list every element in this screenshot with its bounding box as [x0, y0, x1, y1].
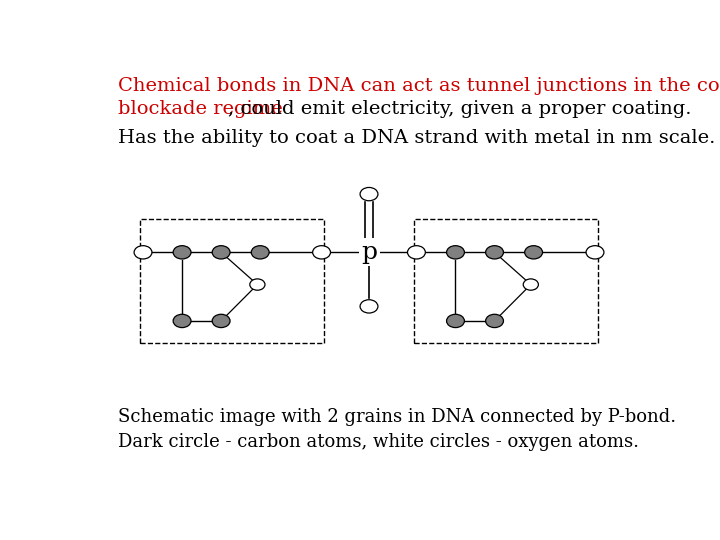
Circle shape	[173, 246, 191, 259]
Circle shape	[212, 246, 230, 259]
Text: Schematic image with 2 grains in DNA connected by P-bond.: Schematic image with 2 grains in DNA con…	[118, 408, 676, 426]
Circle shape	[212, 314, 230, 328]
Circle shape	[525, 246, 543, 259]
Text: Has the ability to coat a DNA strand with metal in nm scale.: Has the ability to coat a DNA strand wit…	[118, 129, 715, 147]
Circle shape	[523, 279, 539, 290]
Circle shape	[360, 300, 378, 313]
Text: blockade regime: blockade regime	[118, 100, 283, 118]
Circle shape	[312, 246, 330, 259]
Circle shape	[360, 187, 378, 201]
Text: Chemical bonds in DNA can act as tunnel junctions in the coulomb: Chemical bonds in DNA can act as tunnel …	[118, 77, 720, 95]
Circle shape	[446, 314, 464, 328]
Circle shape	[446, 246, 464, 259]
Circle shape	[173, 314, 191, 328]
Circle shape	[485, 314, 503, 328]
Text: , could emit electricity, given a proper coating.: , could emit electricity, given a proper…	[228, 100, 692, 118]
Circle shape	[586, 246, 604, 259]
Circle shape	[408, 246, 426, 259]
Circle shape	[485, 246, 503, 259]
Bar	[140, 219, 324, 343]
Circle shape	[251, 246, 269, 259]
Text: Dark circle - carbon atoms, white circles - oxygen atoms.: Dark circle - carbon atoms, white circle…	[118, 433, 639, 451]
Bar	[413, 219, 598, 343]
Circle shape	[134, 246, 152, 259]
Circle shape	[250, 279, 265, 290]
Text: p: p	[361, 241, 377, 264]
